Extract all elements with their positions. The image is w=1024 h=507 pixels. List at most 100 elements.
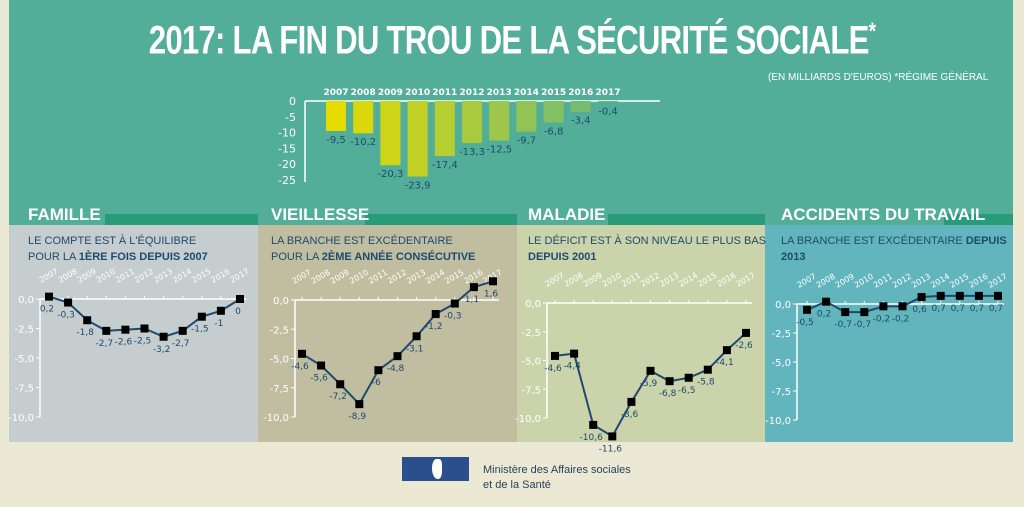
accent-bar [105, 214, 258, 225]
data-point [450, 299, 459, 308]
y-tick-label: -7,5 [14, 384, 34, 395]
data-label: -9,5 [326, 135, 346, 146]
data-label: -4,6 [544, 364, 562, 374]
x-tick-label: 2009 [378, 88, 403, 98]
data-label: 1,6 [484, 289, 499, 299]
data-point [898, 302, 907, 311]
data-label: -3,2 [153, 345, 171, 355]
x-tick-label: 2010 [348, 268, 370, 286]
data-label: -13,3 [459, 147, 485, 158]
data-point [703, 365, 712, 374]
data-label: -6,8 [659, 389, 677, 399]
x-tick-label: 2014 [514, 88, 539, 98]
x-tick-label: 2011 [367, 268, 389, 286]
data-point [64, 298, 73, 307]
data-label: 0,7 [970, 304, 984, 314]
y-tick-label: -7,5 [269, 384, 289, 395]
x-tick-label: 2010 [95, 267, 117, 285]
data-label: -5,9 [640, 379, 658, 389]
data-label: 0,7 [989, 304, 1003, 314]
data-label: 0 [235, 307, 241, 317]
vieillesse-title: VIEILLESSE [271, 205, 370, 224]
data-label: 0,7 [951, 304, 965, 314]
data-label: -4,8 [387, 364, 405, 374]
x-tick-label: 2007 [323, 88, 348, 98]
data-label: -0,7 [854, 320, 872, 330]
data-point [841, 308, 850, 317]
data-label: -8,6 [621, 410, 639, 420]
data-point [469, 283, 478, 292]
data-label: -9,7 [517, 136, 537, 147]
data-point [412, 332, 421, 341]
x-tick-label: 2010 [405, 88, 430, 98]
x-tick-label: 2008 [351, 88, 376, 98]
x-tick-label: 2013 [405, 268, 427, 286]
data-label: -1,8 [76, 328, 94, 338]
unit-note: (EN MILLIARDS D'EUROS) *RÉGIME GÉNÉRAL [768, 72, 989, 83]
x-tick-label: 2015 [541, 88, 566, 98]
y-tick-label: -2,5 [521, 328, 541, 339]
x-tick-label: 2017 [735, 271, 757, 289]
y-tick-label: -2,5 [14, 325, 34, 336]
data-point [197, 312, 206, 321]
data-label: -2,6 [115, 338, 133, 348]
x-tick-label: 2007 [291, 268, 313, 286]
data-label: -6,8 [544, 126, 564, 137]
x-tick-label: 2011 [432, 88, 457, 98]
vieillesse-subtitle: LA BRANCHE EST EXCÉDENTAIRE POUR LA 2ÈME … [271, 235, 476, 263]
data-point [570, 349, 579, 358]
x-tick-label: 2016 [568, 88, 593, 98]
panel-famille [9, 225, 258, 442]
x-tick-label: 2014 [677, 271, 699, 289]
y-tick-label: -5,0 [14, 354, 34, 365]
data-label: -2,5 [134, 337, 152, 347]
data-point [955, 291, 964, 300]
data-label: -4,6 [291, 362, 309, 372]
y-tick-label: -20 [278, 158, 296, 171]
bar [489, 101, 510, 141]
data-label: 0,2 [817, 310, 831, 320]
data-point [974, 291, 983, 300]
data-label: -6,5 [678, 386, 696, 396]
x-tick-label: 2009 [76, 267, 98, 285]
data-label: -5,8 [697, 378, 715, 388]
data-label: -8,9 [349, 412, 367, 422]
data-point [742, 328, 750, 337]
data-point [393, 352, 402, 361]
x-tick-label: 2014 [171, 267, 193, 285]
data-point [822, 297, 831, 306]
bar [353, 101, 374, 134]
y-tick-label: -2,5 [771, 329, 791, 340]
y-tick-label: -10,0 [8, 413, 34, 424]
x-tick-label: 2008 [310, 268, 332, 286]
x-tick-label: 2016 [209, 267, 231, 285]
bar [380, 101, 401, 166]
x-tick-label: 2007 [544, 271, 566, 289]
data-label: -12,5 [486, 145, 512, 156]
data-label: -4,1 [716, 358, 734, 368]
data-label: 0,7 [932, 304, 946, 314]
data-point [236, 295, 244, 303]
y-tick-label: -10,0 [765, 416, 791, 427]
x-tick-label: 2013 [487, 88, 512, 98]
data-label: -1,2 [425, 322, 443, 332]
accent-bar [944, 214, 1013, 225]
x-tick-label: 2017 [229, 267, 251, 285]
data-label: -0,4 [598, 106, 618, 117]
data-point [722, 346, 731, 355]
data-label: -20,3 [377, 169, 403, 180]
panel-maladie [517, 225, 765, 442]
data-point [489, 277, 497, 286]
data-label: 1,1 [465, 295, 479, 305]
x-tick-label: 2011 [620, 271, 642, 289]
data-point [178, 326, 187, 335]
y-tick-label: 0,0 [775, 300, 791, 311]
data-label: -0,7 [834, 320, 852, 330]
x-tick-label: 2015 [696, 271, 718, 289]
y-tick-label: 0,0 [525, 299, 541, 310]
accidents-subtitle: LA BRANCHE EST EXCÉDENTAIRE DEPUIS 2013 [781, 235, 1007, 263]
data-point [102, 326, 111, 335]
x-tick-label: 2012 [386, 268, 408, 286]
x-tick-label: 2016 [462, 268, 484, 286]
y-tick-label: -7,5 [521, 385, 541, 396]
